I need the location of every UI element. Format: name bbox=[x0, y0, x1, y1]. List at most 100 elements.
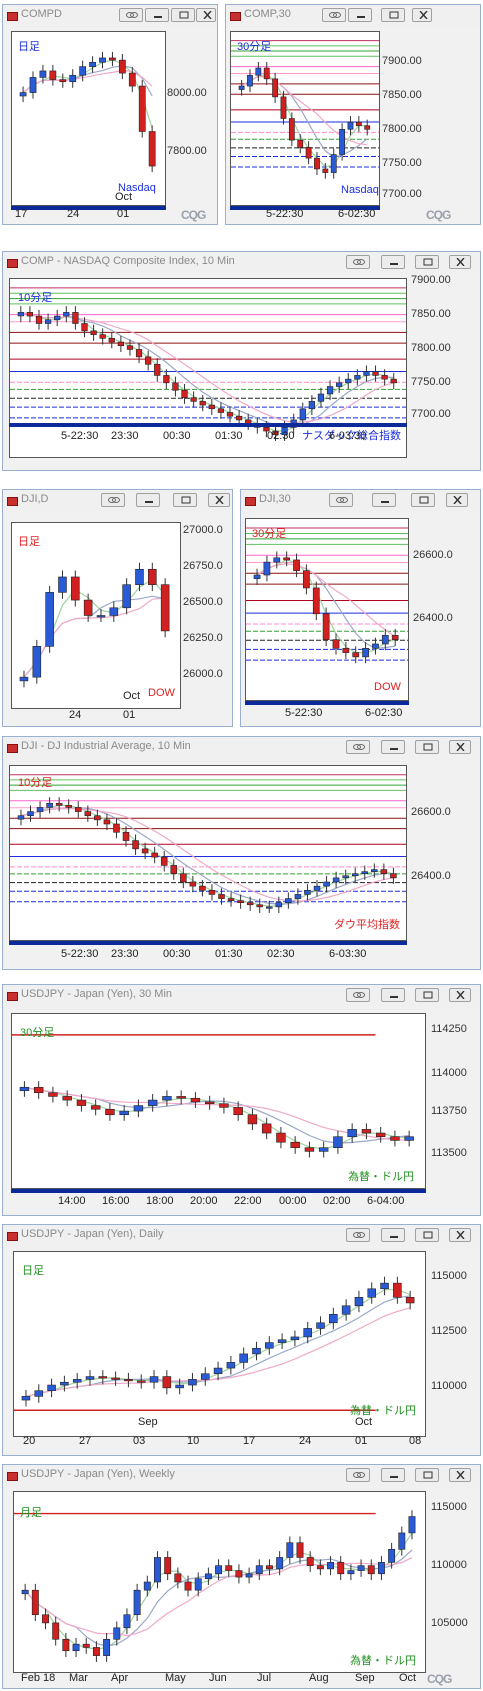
link-icon[interactable] bbox=[322, 8, 346, 22]
candle bbox=[354, 1290, 364, 1313]
candle-body bbox=[235, 1570, 243, 1578]
title-bar[interactable]: DJI,30 bbox=[241, 490, 480, 512]
candle-body bbox=[48, 1092, 58, 1097]
maximize-button[interactable] bbox=[415, 988, 439, 1002]
plot-area[interactable]: 月足 為替・ドル円 bbox=[13, 1491, 426, 1673]
candle-body bbox=[162, 1096, 172, 1101]
candle-body bbox=[19, 676, 29, 682]
candle-body bbox=[404, 1136, 414, 1141]
maximize-button[interactable] bbox=[415, 1468, 439, 1482]
link-icon[interactable] bbox=[346, 1468, 370, 1482]
plot-area[interactable]: 30分足 為替・ドル円 bbox=[11, 1013, 426, 1189]
candle-body bbox=[141, 848, 149, 854]
y-tick: 7850.00 bbox=[411, 308, 451, 320]
candle bbox=[143, 1575, 151, 1597]
chart-window-djid[interactable]: DJI,D 日足 DOW 27000.0 26750.0 26500.0 262… bbox=[2, 489, 233, 727]
minimize-button[interactable] bbox=[348, 8, 372, 22]
plot-area[interactable]: 日足 Nasdaq bbox=[11, 31, 166, 206]
x-tick: Sep bbox=[355, 1672, 375, 1684]
title-bar[interactable]: USDJPY - Japan (Yen), Weekly bbox=[3, 1465, 480, 1487]
candle-body bbox=[336, 382, 343, 387]
maximize-button[interactable] bbox=[411, 493, 435, 507]
candle-body bbox=[246, 902, 254, 906]
title-bar[interactable]: COMPD bbox=[3, 5, 217, 27]
title-bar[interactable]: USDJPY - Japan (Yen), 30 Min bbox=[3, 985, 480, 1007]
candle-body bbox=[255, 67, 262, 76]
close-button[interactable] bbox=[449, 1228, 471, 1242]
instrument-label: 為替・ドル円 bbox=[350, 1655, 416, 1667]
maximize-button[interactable] bbox=[381, 8, 405, 22]
candle-body bbox=[339, 129, 345, 155]
chart-window-usdjpy-weekly[interactable]: USDJPY - Japan (Yen), Weekly 月足 為替・ドル円 1… bbox=[2, 1464, 481, 1689]
candle bbox=[226, 406, 234, 423]
candle-body bbox=[111, 1377, 120, 1380]
minimize-button[interactable] bbox=[381, 1228, 405, 1242]
candle-body bbox=[304, 1147, 315, 1152]
plot-area[interactable]: 10分足 ナスダック総合指数 bbox=[9, 278, 407, 458]
chart-window-dji30[interactable]: DJI,30 30分足 DOW 26600.0 26400.0 5-22:30 … bbox=[240, 489, 481, 727]
chart-window-usdjpy30[interactable]: USDJPY - Japan (Yen), 30 Min 30分足 為替・ドル円… bbox=[2, 984, 481, 1216]
minimize-button[interactable] bbox=[381, 1468, 405, 1482]
minimize-button[interactable] bbox=[372, 493, 396, 507]
chart-window-comp30[interactable]: COMP,30 30分足 Nasdaq 7900.00 7850.00 7800… bbox=[225, 4, 481, 225]
candle-body bbox=[375, 1132, 386, 1138]
close-button[interactable] bbox=[449, 988, 471, 1002]
minimize-button[interactable] bbox=[145, 8, 169, 22]
chart-window-dji10[interactable]: DJI - DJ Industrial Average, 10 Min 10分足… bbox=[2, 736, 481, 970]
maximize-button[interactable] bbox=[415, 1228, 439, 1242]
link-icon[interactable] bbox=[346, 1228, 370, 1242]
link-icon[interactable] bbox=[119, 8, 143, 22]
candle-body bbox=[19, 92, 27, 97]
title-bar[interactable]: USDJPY - Japan (Yen), Daily bbox=[3, 1225, 480, 1247]
minimize-button[interactable] bbox=[136, 493, 160, 507]
plot-area[interactable]: 10分足 ダウ平均指数 bbox=[9, 765, 407, 941]
candle bbox=[109, 601, 119, 622]
candle bbox=[69, 69, 77, 88]
candle bbox=[123, 1608, 131, 1635]
candle bbox=[89, 56, 96, 73]
close-button[interactable] bbox=[449, 740, 471, 754]
candle-body bbox=[92, 1647, 100, 1656]
plot-area[interactable]: 30分足 DOW bbox=[245, 518, 409, 701]
title-bar[interactable]: COMP - NASDAQ Composite Index, 10 Min bbox=[3, 252, 480, 274]
chart-window-comp10[interactable]: COMP - NASDAQ Composite Index, 10 Min 10… bbox=[2, 251, 481, 471]
link-icon[interactable] bbox=[329, 493, 353, 507]
candle-body bbox=[317, 393, 325, 402]
minimize-button[interactable] bbox=[381, 255, 405, 269]
candle bbox=[151, 846, 158, 864]
candle bbox=[128, 67, 136, 93]
maximize-button[interactable] bbox=[171, 8, 195, 22]
chart-window-compd[interactable]: COMPD 日足 Nasdaq 8000.00 7800.00 Oct 17 2… bbox=[2, 4, 218, 225]
maximize-button[interactable] bbox=[415, 255, 439, 269]
link-icon[interactable] bbox=[101, 493, 125, 507]
link-icon[interactable] bbox=[346, 988, 370, 1002]
maximize-button[interactable] bbox=[415, 740, 439, 754]
candle-body bbox=[208, 889, 216, 895]
close-button[interactable] bbox=[208, 493, 230, 507]
title-bar[interactable]: COMP,30 bbox=[226, 5, 480, 27]
close-button[interactable] bbox=[449, 255, 471, 269]
y-tick: 26250.0 bbox=[183, 632, 223, 644]
plot-area[interactable]: 日足 為替・ドル円 bbox=[13, 1251, 426, 1437]
candle-body bbox=[305, 147, 312, 159]
link-icon[interactable] bbox=[346, 740, 370, 754]
plot-area[interactable]: 日足 DOW bbox=[11, 522, 181, 709]
close-button[interactable] bbox=[412, 8, 432, 22]
minimize-button[interactable] bbox=[381, 740, 405, 754]
chart-window-usdjpy-daily[interactable]: USDJPY - Japan (Yen), Daily 日足 為替・ドル円 11… bbox=[2, 1224, 481, 1456]
title-bar[interactable]: DJI - DJ Industrial Average, 10 Min bbox=[3, 737, 480, 759]
candle bbox=[219, 1097, 229, 1114]
close-button[interactable] bbox=[196, 8, 216, 22]
close-button[interactable] bbox=[446, 493, 468, 507]
minimize-button[interactable] bbox=[381, 988, 405, 1002]
plot-area[interactable]: 30分足 Nasdaq bbox=[230, 31, 380, 206]
link-icon[interactable] bbox=[346, 255, 370, 269]
candle bbox=[217, 402, 225, 419]
candle bbox=[277, 1333, 287, 1350]
candle-body bbox=[380, 869, 388, 875]
title-bar[interactable]: DJI,D bbox=[3, 490, 232, 512]
candle bbox=[72, 1637, 80, 1658]
maximize-button[interactable] bbox=[173, 493, 197, 507]
close-button[interactable] bbox=[449, 1468, 471, 1482]
candle bbox=[342, 641, 350, 659]
